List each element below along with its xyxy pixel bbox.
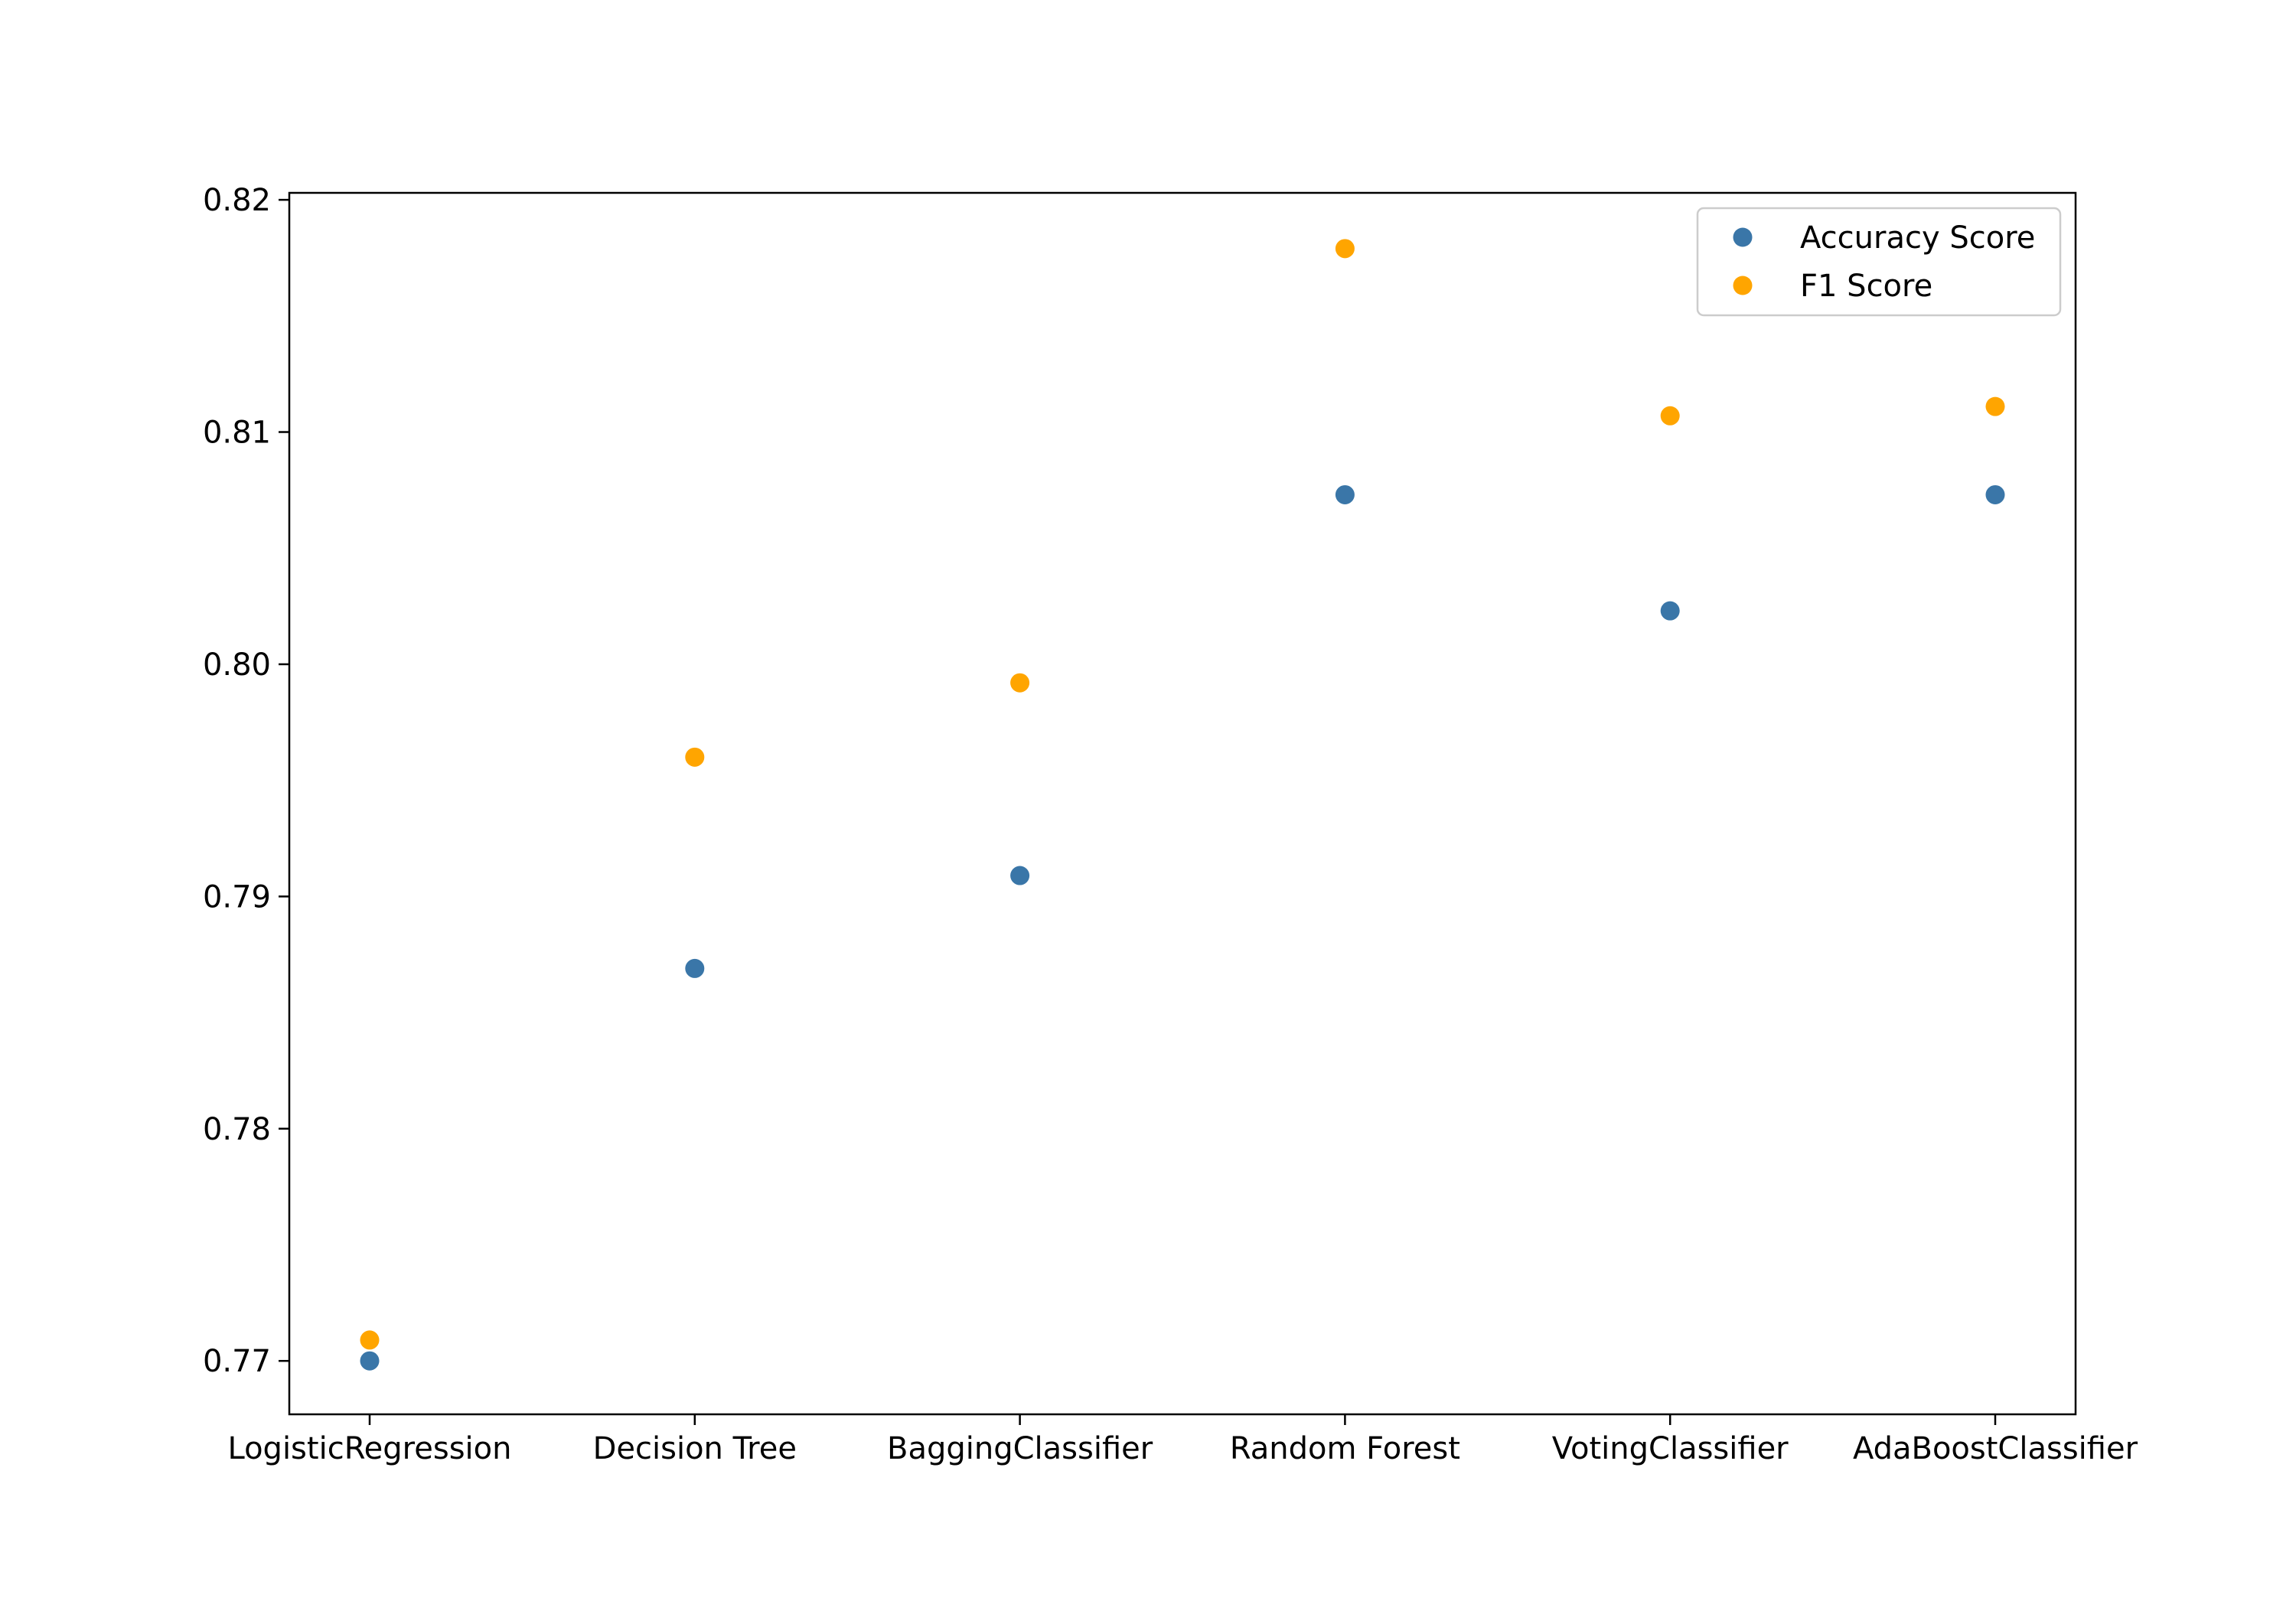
y-tick-label: 0.81	[203, 416, 271, 451]
y-tick-label: 0.78	[203, 1112, 271, 1147]
data-point-f1	[1010, 673, 1030, 693]
data-point-accuracy	[1660, 601, 1680, 621]
legend-marker	[1733, 227, 1753, 247]
y-tick-label: 0.82	[203, 183, 271, 218]
x-tick-label: Decision Tree	[593, 1431, 797, 1466]
y-tick-label: 0.79	[203, 879, 271, 915]
plot-frame	[288, 191, 2077, 1416]
legend-marker	[1733, 276, 1753, 295]
legend-label: F1 Score	[1800, 269, 1932, 304]
legend-label: Accuracy Score	[1800, 220, 2035, 256]
x-tick-label: VotingClassifier	[1552, 1431, 1789, 1466]
data-point-accuracy	[1985, 484, 2005, 504]
legend: Accuracy Score F1 Score	[1696, 207, 2062, 317]
x-tick-label: LogisticRegression	[228, 1431, 512, 1466]
data-point-accuracy	[1010, 866, 1030, 885]
y-tick-label: 0.80	[203, 647, 271, 683]
data-point-f1	[1335, 239, 1355, 259]
legend-box	[1696, 207, 2062, 317]
data-point-f1	[360, 1330, 380, 1350]
x-tick-label: AdaBoostClassifier	[1853, 1431, 2138, 1466]
x-tick-label: Random Forest	[1230, 1431, 1460, 1466]
data-point-f1	[685, 747, 705, 767]
y-tick-label: 0.77	[203, 1344, 271, 1379]
data-point-f1	[1660, 406, 1680, 426]
data-point-accuracy	[360, 1351, 380, 1371]
x-tick-label: BaggingClassifier	[887, 1431, 1153, 1466]
data-point-accuracy	[685, 958, 705, 978]
data-point-f1	[1985, 396, 2005, 416]
marks-layer	[360, 239, 2005, 1371]
axes-layer: LogisticRegression Decision Tree BaggingCl…	[203, 183, 2138, 1466]
data-point-accuracy	[1335, 484, 1355, 504]
